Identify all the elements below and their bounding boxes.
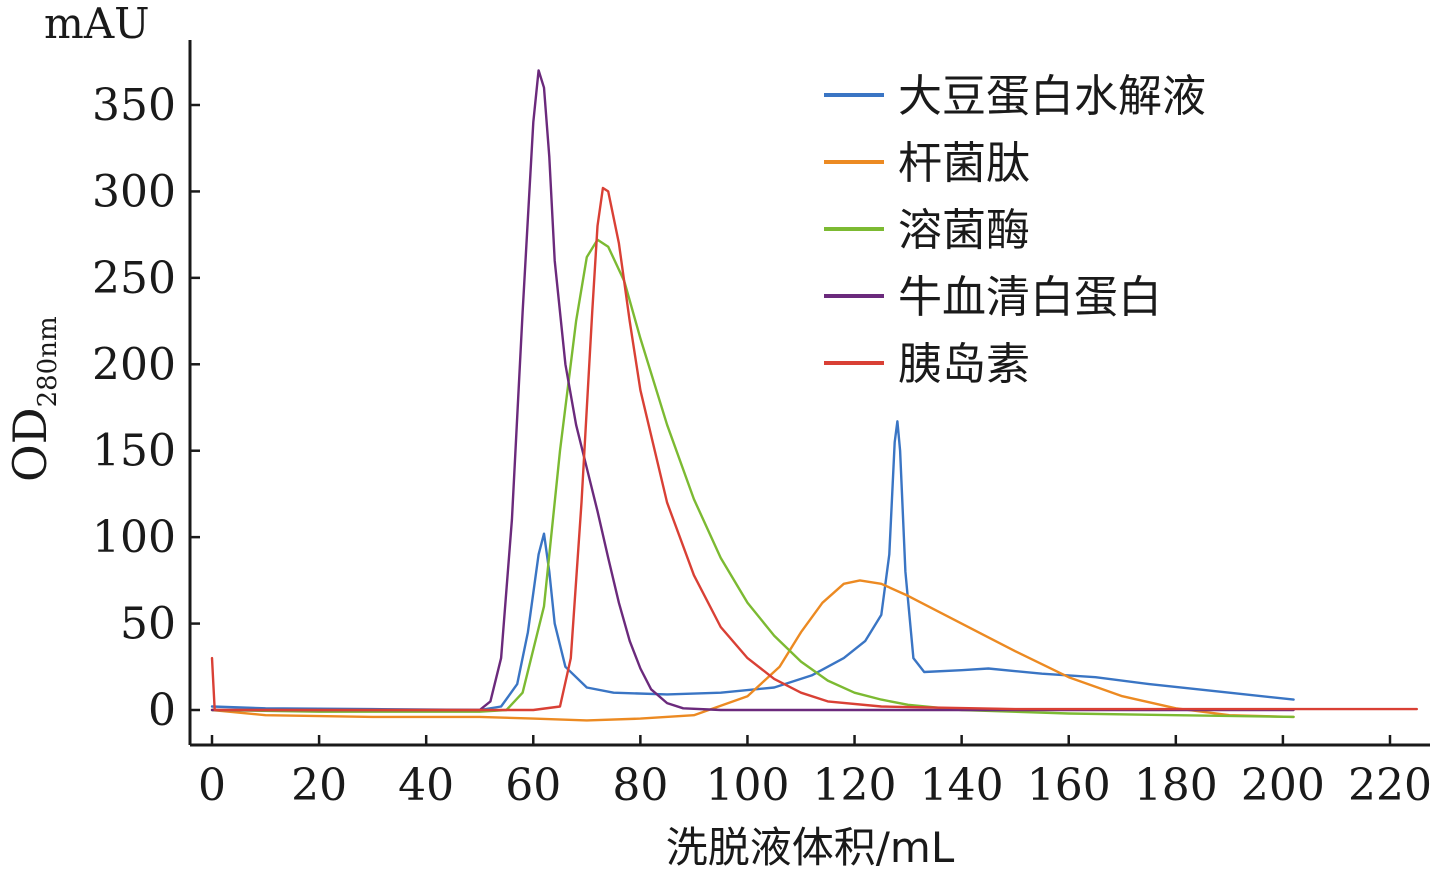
series-line-2 <box>210 579 1295 722</box>
series-lines <box>210 69 1418 722</box>
x-tick-label: 100 <box>705 760 789 811</box>
x-axis-title: 洗脱液体积/mL <box>666 823 955 872</box>
x-tick-label: 140 <box>920 760 1004 811</box>
series-line-3 <box>210 238 1295 719</box>
y-tick-label: 300 <box>92 166 176 217</box>
x-tick-label: 180 <box>1134 760 1218 811</box>
series-line-4 <box>210 69 1295 712</box>
legend-label: 胰岛素 <box>898 339 1030 390</box>
x-tick-label: 220 <box>1348 760 1432 811</box>
y-axis-title-subscript: 280nm <box>33 316 63 407</box>
y-tick-label: 50 <box>120 599 176 650</box>
x-tick-label: 160 <box>1027 760 1111 811</box>
legend-label: 溶菌酶 <box>898 205 1030 256</box>
axes: 0 20 40 60 80 100 120 140 160 180 200 220 0 50 100 150… <box>92 40 1432 811</box>
legend-label: 牛血清白蛋白 <box>898 272 1162 323</box>
x-ticks: 0 20 40 60 80 100 120 140 160 180 200 220 <box>198 735 1432 811</box>
y-unit-label: mAU <box>44 0 150 48</box>
x-tick-label: 40 <box>398 760 454 811</box>
legend-label: 杆菌肽 <box>898 138 1030 189</box>
y-tick-label: 250 <box>92 253 176 304</box>
series-line-1 <box>210 420 1295 712</box>
x-tick-label: 60 <box>505 760 561 811</box>
y-tick-label: 350 <box>92 80 176 131</box>
y-ticks: 0 50 100 150 200 250 300 350 <box>92 80 200 736</box>
x-tick-label: 120 <box>813 760 897 811</box>
series-line-5 <box>210 186 1418 712</box>
y-tick-label: 100 <box>92 512 176 563</box>
x-tick-label: 20 <box>291 760 347 811</box>
x-tick-label: 80 <box>612 760 668 811</box>
x-tick-label: 200 <box>1241 760 1325 811</box>
x-tick-label: 0 <box>198 760 226 811</box>
y-tick-label: 200 <box>92 339 176 390</box>
y-tick-label: 0 <box>148 685 176 736</box>
y-tick-label: 150 <box>92 426 176 477</box>
y-axis-title-main: OD <box>3 407 57 482</box>
y-axis-title: OD280nm <box>3 316 63 482</box>
legend-label: 大豆蛋白水解液 <box>898 71 1206 122</box>
